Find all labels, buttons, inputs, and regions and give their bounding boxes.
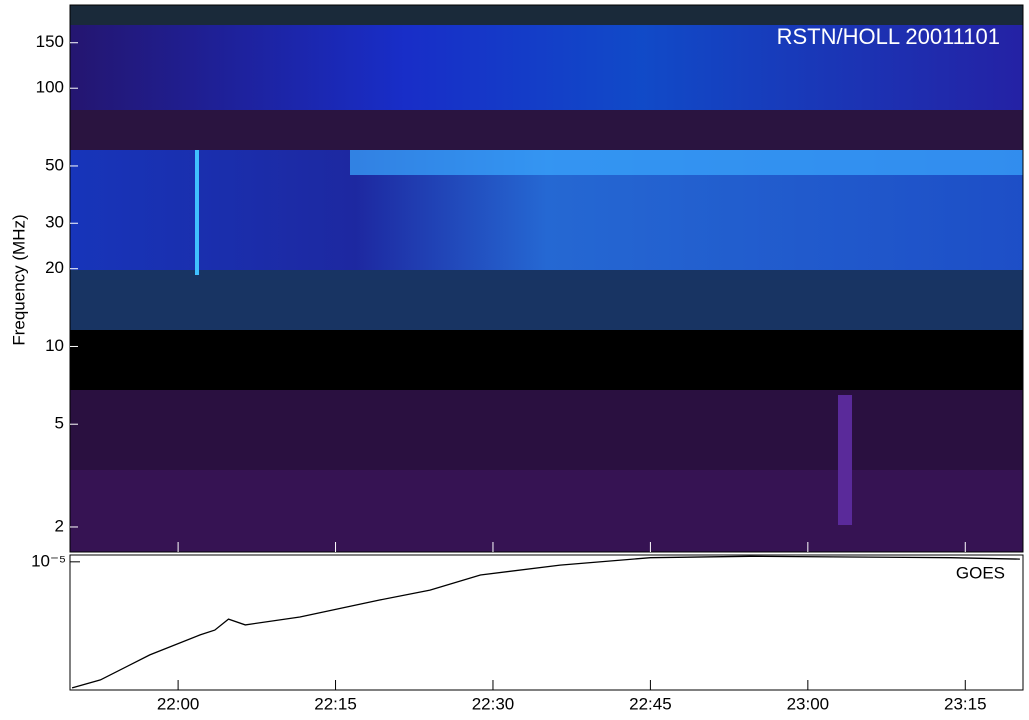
spectrogram-frame xyxy=(69,4,1024,553)
x-tick-label: 23:15 xyxy=(944,694,987,713)
y-tick-label: 10 xyxy=(45,336,64,355)
spectrogram-title: RSTN/HOLL 20011101 xyxy=(777,24,1000,49)
y-tick-label: 10⁻⁵ xyxy=(31,551,66,570)
x-tick-label: 23:00 xyxy=(787,694,830,713)
y-tick-label: 100 xyxy=(36,78,64,97)
y-tick-label: 2 xyxy=(55,516,64,535)
goes-line xyxy=(71,555,1020,689)
y-tick-label: 5 xyxy=(55,414,64,433)
y-tick-label: 50 xyxy=(45,155,64,174)
x-tick-label: 22:15 xyxy=(314,694,357,713)
y-tick-label: 20 xyxy=(45,258,64,277)
goes-frame xyxy=(69,554,1024,691)
y-tick-label: 30 xyxy=(45,213,64,232)
x-tick-label: 22:00 xyxy=(157,694,200,713)
y-axis-label: Frequency (MHz) xyxy=(9,214,28,345)
x-tick-label: 22:30 xyxy=(472,694,515,713)
y-tick-label: 150 xyxy=(36,32,64,51)
spectrogram-image xyxy=(70,5,1023,552)
x-tick-label: 22:45 xyxy=(629,694,672,713)
goes-label: GOES xyxy=(956,563,1005,582)
